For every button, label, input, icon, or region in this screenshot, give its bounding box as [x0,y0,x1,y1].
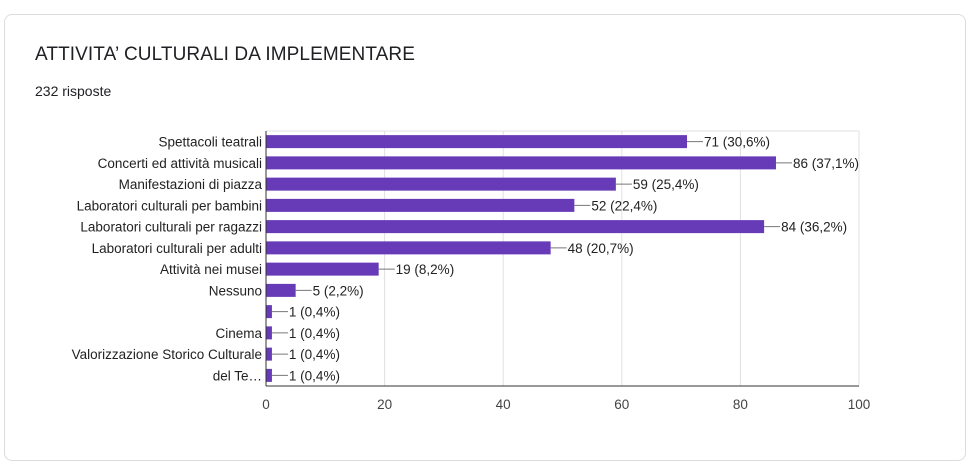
data-label: 52 (22,4%) [591,198,657,213]
data-label: 48 (20,7%) [568,241,634,256]
category-label: Cinema [215,326,262,341]
x-tick-label: 80 [733,397,748,412]
response-count: 232 risposte [35,83,112,99]
gridlines [266,130,860,386]
category-label: Nessuno [209,283,262,298]
category-label: del Te… [213,368,262,383]
bars: 71 (30,6%) 86 (37,1%) 59 (25,4%) 52 (22,4%)… [266,135,859,383]
chart-title: ATTIVITA’ CULTURALI DA IMPLEMENTARE [35,44,416,65]
bar[interactable] [266,283,296,297]
category-label: Spettacoli teatrali [158,135,262,150]
data-label: 59 (25,4%) [633,177,699,192]
category-label: Laboratori culturali per adulti [92,241,262,256]
data-label: 1 (0,4%) [289,326,340,341]
x-tick-label: 20 [377,397,392,412]
bar[interactable] [266,368,272,382]
x-tick-label: 60 [614,397,629,412]
bar[interactable] [266,135,688,149]
bar[interactable] [266,156,776,170]
category-label: Attività nei musei [160,262,262,277]
bar[interactable] [266,177,616,191]
data-label: 1 (0,4%) [289,368,340,383]
axes: 0 20 40 60 80 100 Spettacoli teatrali Concerti … [72,131,871,412]
data-label: 86 (37,1%) [793,156,859,171]
data-label: 5 (2,2%) [313,283,364,298]
category-label: Laboratori culturali per ragazzi [80,220,262,235]
data-label: 84 (36,2%) [781,220,847,235]
category-label: Laboratori culturali per bambini [77,198,262,213]
bar[interactable] [266,262,379,276]
x-tick-label: 100 [848,397,871,412]
bar[interactable] [266,326,272,340]
bar[interactable] [266,220,765,234]
category-label: Concerti ed attività musicali [98,156,262,171]
data-label: 1 (0,4%) [289,305,340,320]
x-tick-label: 0 [262,397,270,412]
bar[interactable] [266,198,575,212]
category-label: Manifestazioni di piazza [119,177,263,192]
data-label: 19 (8,2%) [396,262,455,277]
bar[interactable] [266,241,551,255]
bar[interactable] [266,305,272,319]
bar[interactable] [266,347,272,361]
category-label: Valorizzazione Storico Culturale [72,347,262,362]
x-tick-label: 40 [496,397,511,412]
data-label: 71 (30,6%) [704,135,770,150]
data-label: 1 (0,4%) [289,347,340,362]
